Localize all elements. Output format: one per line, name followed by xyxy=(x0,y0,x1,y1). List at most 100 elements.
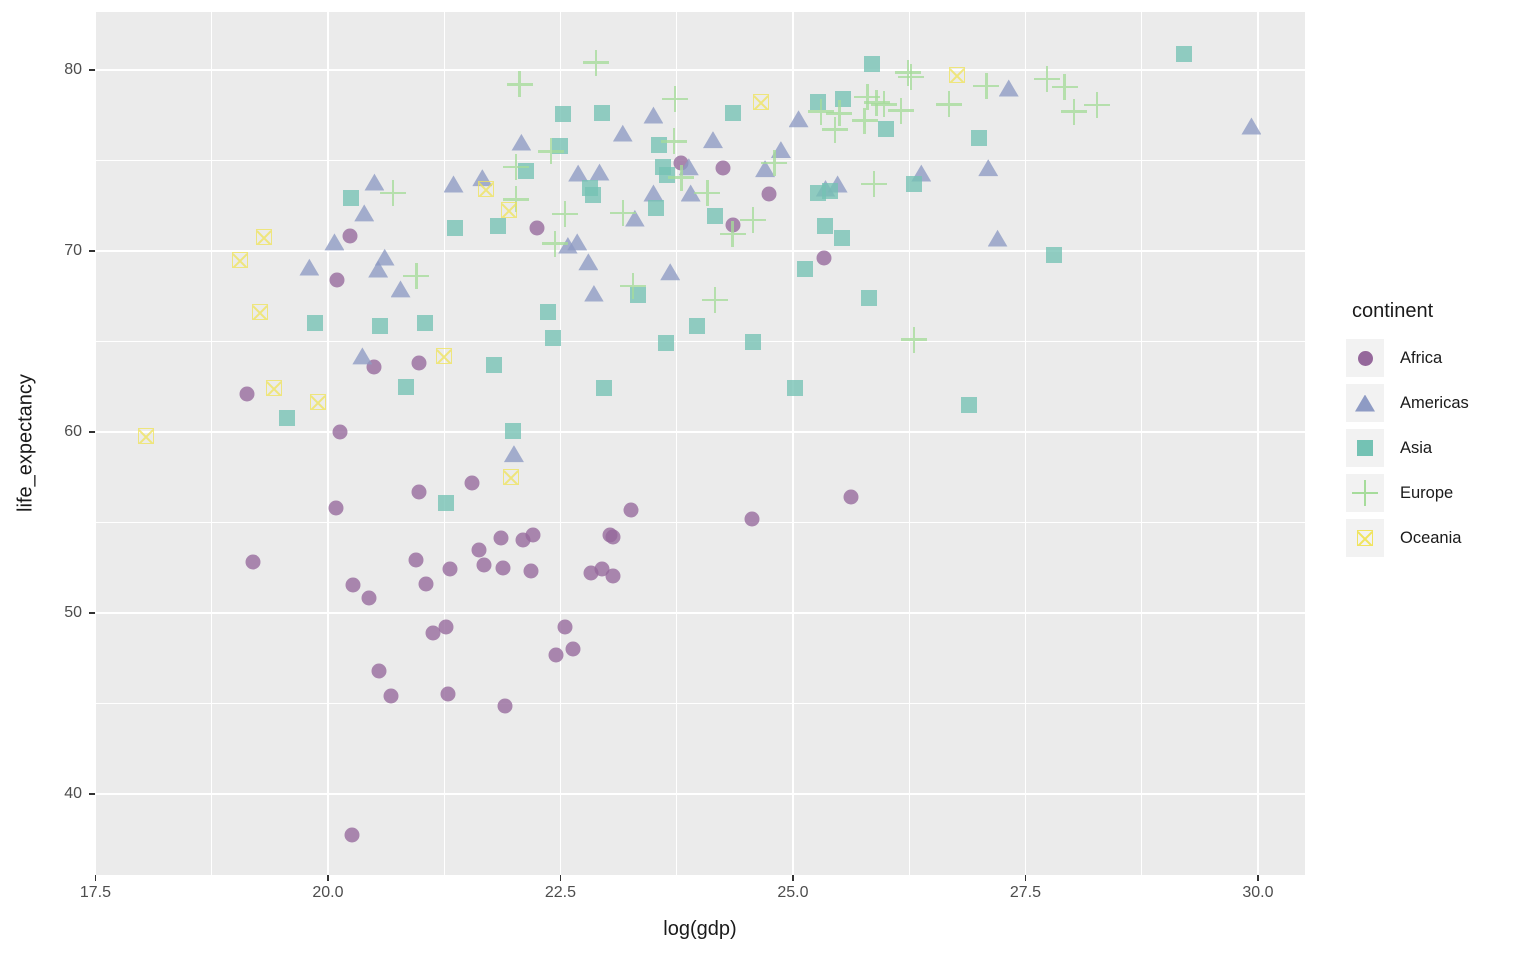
data-point-americas xyxy=(680,184,701,202)
data-point-africa xyxy=(495,560,511,576)
gridline-x-major xyxy=(1024,12,1027,875)
data-point-europe xyxy=(668,164,695,191)
gridline-y-minor xyxy=(95,160,1305,161)
data-point-asia xyxy=(540,304,557,321)
plot-panel xyxy=(95,12,1305,875)
gridline-x-major xyxy=(559,12,562,875)
data-point-africa xyxy=(411,355,427,371)
y-tick-label: 70 xyxy=(64,241,82,259)
x-tick-label: 20.0 xyxy=(312,884,344,901)
data-point-africa xyxy=(239,386,255,402)
data-point-americas xyxy=(678,158,699,176)
data-point-oceania xyxy=(501,202,518,219)
data-point-asia xyxy=(744,334,761,351)
data-point-americas xyxy=(354,204,375,222)
legend-key-square-icon xyxy=(1346,429,1384,467)
data-point-africa xyxy=(442,561,458,577)
data-point-americas xyxy=(770,141,791,159)
y-tick-mark xyxy=(89,69,95,71)
data-point-asia xyxy=(724,105,741,122)
data-point-asia xyxy=(343,190,360,207)
data-point-asia xyxy=(447,220,464,237)
x-tick-mark xyxy=(94,875,97,881)
data-point-oceania xyxy=(309,394,326,411)
x-tick-label: 25.0 xyxy=(777,884,809,901)
y-tick-mark xyxy=(89,612,95,614)
x-tick-mark xyxy=(1257,875,1259,881)
data-point-oceania xyxy=(266,379,283,396)
data-point-asia xyxy=(905,175,922,192)
data-point-asia xyxy=(810,185,827,201)
y-tick-mark xyxy=(89,250,95,252)
data-point-africa xyxy=(529,220,545,236)
legend-item-americas: Americas xyxy=(1346,384,1469,422)
data-point-africa xyxy=(329,272,345,288)
data-point-americas xyxy=(324,233,345,251)
data-point-africa xyxy=(557,619,573,635)
data-point-europe xyxy=(1084,92,1111,119)
data-point-africa xyxy=(342,228,358,244)
data-point-asia xyxy=(596,379,613,396)
data-point-americas xyxy=(299,258,320,276)
data-point-africa xyxy=(623,502,639,518)
data-point-americas xyxy=(567,233,588,251)
data-point-europe xyxy=(854,84,881,111)
gridline-x-minor xyxy=(676,12,678,875)
data-point-europe xyxy=(1060,98,1087,125)
data-point-oceania xyxy=(231,251,248,268)
data-point-europe xyxy=(380,180,407,206)
x-tick-mark xyxy=(1024,875,1027,881)
legend-item-africa: Africa xyxy=(1346,339,1469,377)
data-point-asia xyxy=(306,315,323,332)
data-point-oceania xyxy=(436,347,453,364)
legend-key-circle-icon xyxy=(1346,339,1384,377)
data-point-asia xyxy=(490,217,507,234)
legend-item-oceania: Oceania xyxy=(1346,519,1469,557)
data-point-americas xyxy=(374,248,395,266)
gridline-y-minor xyxy=(95,522,1305,523)
data-point-africa xyxy=(497,698,513,714)
data-point-asia xyxy=(970,129,987,146)
data-point-europe xyxy=(871,91,898,118)
legend-label: Asia xyxy=(1400,438,1433,457)
data-point-asia xyxy=(834,230,851,247)
data-point-asia xyxy=(398,378,415,395)
data-point-africa xyxy=(383,688,399,704)
data-point-americas xyxy=(643,106,664,124)
data-point-asia xyxy=(786,380,803,397)
legend-key-triangle-icon xyxy=(1346,384,1384,422)
data-point-europe xyxy=(694,180,721,206)
legend-key-crosssquare-icon xyxy=(1346,519,1384,557)
data-point-americas xyxy=(788,110,809,128)
data-point-americas xyxy=(583,284,604,302)
data-point-americas xyxy=(390,280,411,298)
data-point-europe xyxy=(739,207,766,234)
data-point-asia xyxy=(545,329,562,346)
data-point-africa xyxy=(761,186,777,202)
data-point-asia xyxy=(1175,45,1192,62)
data-point-asia xyxy=(505,423,522,439)
data-point-europe xyxy=(502,153,529,180)
gridline-x-major xyxy=(792,12,794,875)
gridline-x-minor xyxy=(211,12,213,875)
legend-label: Africa xyxy=(1400,348,1443,367)
x-tick-mark xyxy=(327,875,329,881)
legend: continent Africa Americas Asia Europe Oceani… xyxy=(1346,300,1469,564)
legend-item-europe: Europe xyxy=(1346,474,1469,512)
data-point-asia xyxy=(1046,246,1063,263)
data-point-africa xyxy=(744,511,760,527)
data-point-americas xyxy=(364,173,385,191)
gridline-y-major xyxy=(95,612,1305,614)
data-point-europe xyxy=(620,273,646,300)
data-point-africa xyxy=(565,641,581,657)
data-point-americas xyxy=(998,79,1019,97)
data-point-africa xyxy=(440,686,456,702)
data-point-europe xyxy=(807,98,834,125)
data-point-oceania xyxy=(252,304,269,321)
data-point-asia xyxy=(485,356,502,373)
data-point-europe xyxy=(552,200,579,227)
gridline-y-minor xyxy=(95,341,1305,342)
data-point-europe xyxy=(582,49,609,76)
gridline-y-major xyxy=(95,431,1305,433)
